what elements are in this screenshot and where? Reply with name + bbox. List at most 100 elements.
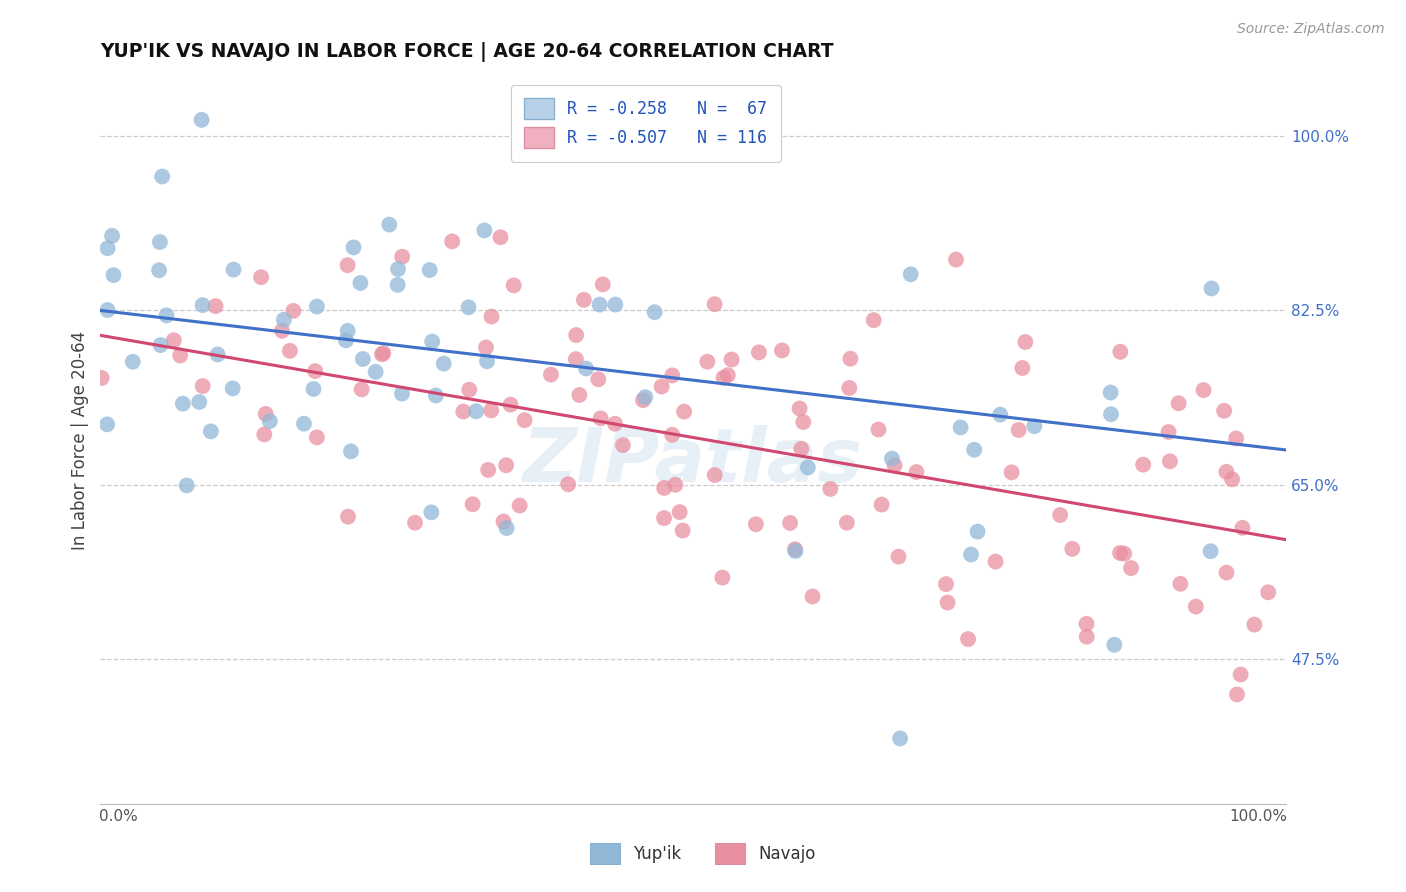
Point <box>148 263 170 277</box>
Point <box>935 577 957 591</box>
Point <box>371 347 394 361</box>
Point <box>673 404 696 418</box>
Point <box>176 478 198 492</box>
Point <box>250 270 273 285</box>
Point <box>96 417 118 432</box>
Point <box>1215 566 1237 580</box>
Point <box>1104 638 1126 652</box>
Point <box>717 368 740 383</box>
Point <box>253 427 276 442</box>
Point <box>936 595 959 609</box>
Point <box>565 352 588 367</box>
Point <box>97 241 120 255</box>
Point <box>1049 508 1071 522</box>
Point <box>838 381 860 395</box>
Point <box>703 468 725 483</box>
Point <box>651 379 673 393</box>
Point <box>304 364 326 378</box>
Point <box>387 262 409 277</box>
Point <box>1076 630 1098 644</box>
Point <box>433 357 456 371</box>
Point <box>458 383 481 397</box>
Point <box>835 516 858 530</box>
Point <box>499 398 522 412</box>
Point <box>155 309 177 323</box>
Point <box>1232 521 1254 535</box>
Point <box>271 324 294 338</box>
Point <box>1007 423 1029 437</box>
Point <box>1213 404 1236 418</box>
Point <box>378 218 401 232</box>
Point <box>603 417 626 431</box>
Point <box>1000 466 1022 480</box>
Point <box>190 112 212 127</box>
Point <box>1215 465 1237 479</box>
Point <box>1119 561 1142 575</box>
Point <box>495 521 517 535</box>
Point <box>302 382 325 396</box>
Point <box>1109 344 1132 359</box>
Text: 100.0%: 100.0% <box>1229 809 1286 823</box>
Point <box>605 297 627 311</box>
Point <box>1192 383 1215 397</box>
Point <box>169 349 191 363</box>
Point <box>489 230 512 244</box>
Point <box>565 328 588 343</box>
Point <box>1185 599 1208 614</box>
Point <box>592 277 614 292</box>
Point <box>779 516 801 530</box>
Point <box>191 379 214 393</box>
Text: 0.0%: 0.0% <box>100 809 138 823</box>
Point <box>575 361 598 376</box>
Text: Source: ZipAtlas.com: Source: ZipAtlas.com <box>1237 22 1385 37</box>
Point <box>453 404 475 418</box>
Point <box>966 524 988 539</box>
Point <box>222 262 245 277</box>
Point <box>336 258 359 272</box>
Point <box>305 430 328 444</box>
Point <box>1167 396 1189 410</box>
Point <box>880 451 903 466</box>
Point <box>790 442 813 456</box>
Point <box>792 415 814 429</box>
Legend: R = -0.258   N =  67, R = -0.507   N = 116: R = -0.258 N = 67, R = -0.507 N = 116 <box>510 85 780 161</box>
Point <box>668 505 690 519</box>
Point <box>457 300 479 314</box>
Point <box>204 299 226 313</box>
Point <box>101 228 124 243</box>
Point <box>121 355 143 369</box>
Point <box>364 365 387 379</box>
Point <box>1132 458 1154 472</box>
Point <box>862 313 884 327</box>
Point <box>149 235 172 249</box>
Point <box>1109 546 1132 560</box>
Point <box>661 368 683 383</box>
Point <box>960 548 983 562</box>
Point <box>254 407 277 421</box>
Point <box>465 404 488 418</box>
Point <box>1225 432 1247 446</box>
Point <box>748 345 770 359</box>
Point <box>420 505 443 519</box>
Point <box>745 517 768 532</box>
Point <box>868 423 890 437</box>
Point <box>477 463 499 477</box>
Point <box>1243 617 1265 632</box>
Point <box>1114 547 1136 561</box>
Point <box>207 347 229 361</box>
Point <box>984 555 1007 569</box>
Point <box>425 388 447 402</box>
Point <box>481 310 503 324</box>
Point <box>572 293 595 307</box>
Point <box>337 509 360 524</box>
Point <box>711 571 734 585</box>
Point <box>1011 361 1033 376</box>
Point <box>492 515 515 529</box>
Point <box>1199 544 1222 558</box>
Point <box>1099 385 1122 400</box>
Point <box>461 497 484 511</box>
Point <box>259 414 281 428</box>
Point <box>513 413 536 427</box>
Point <box>391 250 413 264</box>
Point <box>1170 577 1192 591</box>
